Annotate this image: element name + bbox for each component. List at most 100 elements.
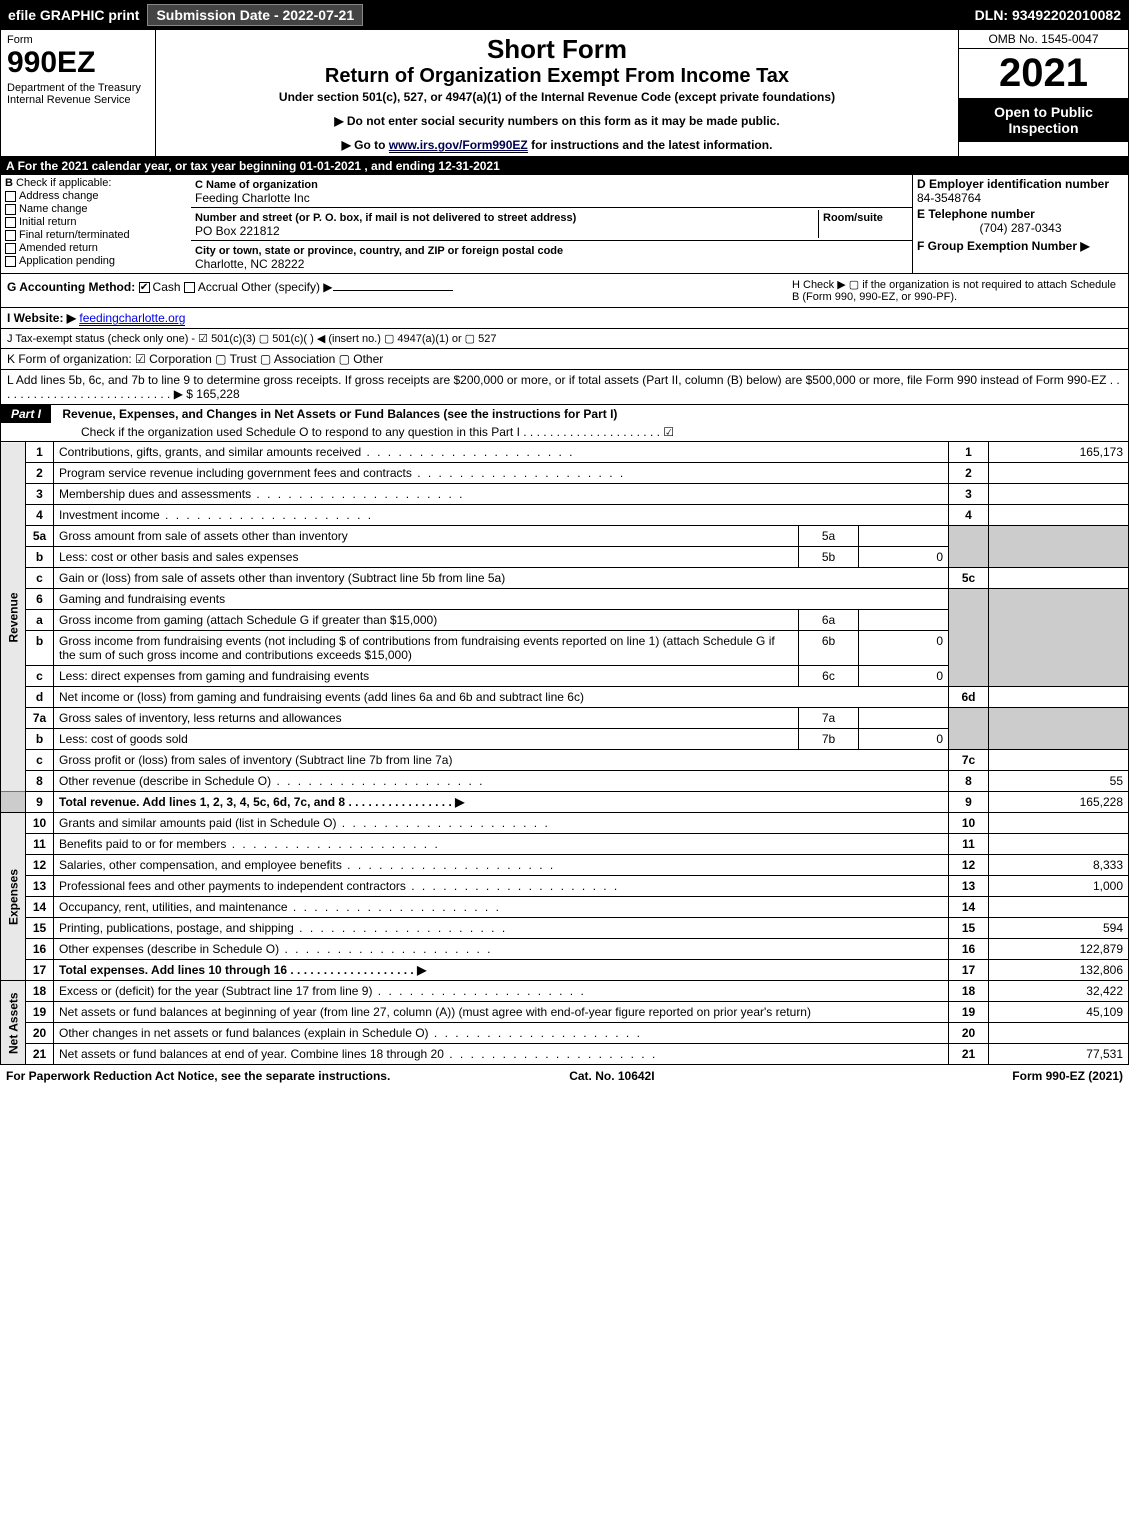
d-label: D Employer identification number (917, 177, 1124, 191)
row-g-h: G Accounting Method: Cash Accrual Other … (0, 274, 1129, 308)
irs-link[interactable]: www.irs.gov/Form990EZ (389, 138, 528, 153)
footer-right: Form 990-EZ (2021) (1012, 1069, 1123, 1083)
part-i-header: Part I Revenue, Expenses, and Changes in… (0, 405, 1129, 442)
section-d-e-f: D Employer identification number 84-3548… (913, 175, 1128, 273)
chk-final-return[interactable] (5, 230, 16, 241)
g-other: Other (specify) ▶ (241, 280, 332, 294)
section-j: J Tax-exempt status (check only one) - ☑… (0, 329, 1129, 349)
section-c: C Name of organizationFeeding Charlotte … (191, 175, 913, 273)
opt-amended: Amended return (19, 242, 98, 254)
lines-table: Revenue 1Contributions, gifts, grants, a… (0, 442, 1129, 1065)
top-bar: efile GRAPHIC print Submission Date - 20… (0, 0, 1129, 30)
opt-initial-return: Initial return (19, 216, 76, 228)
chk-address-change[interactable] (5, 191, 16, 202)
section-revenue: Revenue (1, 442, 26, 792)
e-label: E Telephone number (917, 207, 1124, 221)
line-15: Printing, publications, postage, and shi… (54, 918, 949, 939)
i-label: I Website: ▶ (7, 311, 76, 325)
website-link[interactable]: feedingcharlotte.org (79, 311, 185, 326)
line-6: Gaming and fundraising events (54, 589, 949, 610)
line-8: Other revenue (describe in Schedule O) (54, 771, 949, 792)
entity-block: B Check if applicable: Address change Na… (0, 175, 1129, 274)
part-i-sub: Check if the organization used Schedule … (1, 423, 1128, 441)
org-name: Feeding Charlotte Inc (195, 191, 310, 205)
line-7a: Gross sales of inventory, less returns a… (54, 708, 799, 729)
line-13: Professional fees and other payments to … (54, 876, 949, 897)
g-label: G Accounting Method: (7, 280, 135, 294)
line-12: Salaries, other compensation, and employ… (54, 855, 949, 876)
c-room-label: Room/suite (823, 212, 883, 224)
submission-date: Submission Date - 2022-07-21 (147, 4, 363, 26)
chk-amended[interactable] (5, 243, 16, 254)
instruction-2: ▶ Go to www.irs.gov/Form990EZ for instru… (164, 138, 950, 152)
department: Department of the Treasury Internal Reve… (7, 82, 149, 106)
line-7b: Less: cost of goods sold (54, 729, 799, 750)
b-label: Check if applicable: (16, 177, 111, 189)
dln: DLN: 93492202010082 (975, 7, 1121, 23)
opt-name-change: Name change (19, 203, 88, 215)
line-6a: Gross income from gaming (attach Schedul… (54, 610, 799, 631)
line-5c: Gain or (loss) from sale of assets other… (54, 568, 949, 589)
line-17: Total expenses. Add lines 10 through 16 … (54, 960, 949, 981)
form-label: Form (7, 34, 149, 46)
open-inspection: Open to Public Inspection (959, 98, 1128, 142)
section-b: B Check if applicable: Address change Na… (1, 175, 191, 273)
line-5b: Less: cost or other basis and sales expe… (54, 547, 799, 568)
line-10: Grants and similar amounts paid (list in… (54, 813, 949, 834)
subtitle: Under section 501(c), 527, or 4947(a)(1)… (164, 90, 950, 104)
section-a-text: For the 2021 calendar year, or tax year … (18, 159, 500, 173)
footer-cat: Cat. No. 10642I (569, 1069, 654, 1083)
line-6c: Less: direct expenses from gaming and fu… (54, 666, 799, 687)
opt-final-return: Final return/terminated (19, 229, 130, 241)
instruction-1: ▶ Do not enter social security numbers o… (164, 114, 950, 128)
tax-year: 2021 (959, 49, 1128, 98)
line-21: Net assets or fund balances at end of ye… (54, 1044, 949, 1065)
footer-left: For Paperwork Reduction Act Notice, see … (6, 1069, 390, 1083)
line-18: Excess or (deficit) for the year (Subtra… (54, 981, 949, 1002)
line-20: Other changes in net assets or fund bala… (54, 1023, 949, 1044)
line-5a: Gross amount from sale of assets other t… (54, 526, 799, 547)
line-16: Other expenses (describe in Schedule O) (54, 939, 949, 960)
line-2: Program service revenue including govern… (54, 463, 949, 484)
section-h: H Check ▶ ▢ if the organization is not r… (788, 274, 1128, 307)
section-a: A For the 2021 calendar year, or tax yea… (0, 157, 1129, 175)
title-main: Return of Organization Exempt From Incom… (164, 65, 950, 88)
omb-number: OMB No. 1545-0047 (959, 30, 1128, 49)
form-header: Form 990EZ Department of the Treasury In… (0, 30, 1129, 157)
telephone: (704) 287-0343 (917, 221, 1124, 235)
g-cash: Cash (153, 280, 181, 294)
line-6d: Net income or (loss) from gaming and fun… (54, 687, 949, 708)
header-left: Form 990EZ Department of the Treasury In… (1, 30, 156, 156)
section-k: K Form of organization: ☑ Corporation ▢ … (0, 349, 1129, 370)
inst2-pre: ▶ Go to (342, 138, 389, 152)
title-short-form: Short Form (164, 34, 950, 65)
line-19: Net assets or fund balances at beginning… (54, 1002, 949, 1023)
part-i-tag: Part I (1, 405, 51, 423)
header-center: Short Form Return of Organization Exempt… (156, 30, 958, 156)
efile-label[interactable]: efile GRAPHIC print (8, 7, 139, 23)
form-number: 990EZ (7, 46, 149, 80)
section-i: I Website: ▶ feedingcharlotte.org (0, 308, 1129, 329)
line-6b: Gross income from fundraising events (no… (54, 631, 799, 666)
section-expenses: Expenses (1, 813, 26, 981)
org-street: PO Box 221812 (195, 224, 280, 238)
inst2-post: for instructions and the latest informat… (528, 138, 773, 152)
c-city-label: City or town, state or province, country… (195, 245, 563, 257)
opt-address-change: Address change (19, 190, 99, 202)
line-11: Benefits paid to or for members (54, 834, 949, 855)
c-name-label: C Name of organization (195, 179, 318, 191)
opt-pending: Application pending (19, 255, 115, 267)
chk-name-change[interactable] (5, 204, 16, 215)
chk-initial-return[interactable] (5, 217, 16, 228)
section-net-assets: Net Assets (1, 981, 26, 1065)
f-label: F Group Exemption Number ▶ (917, 239, 1124, 253)
chk-cash[interactable] (139, 282, 150, 293)
header-right: OMB No. 1545-0047 2021 Open to Public In… (958, 30, 1128, 156)
chk-pending[interactable] (5, 256, 16, 267)
section-l: L Add lines 5b, 6c, and 7b to line 9 to … (0, 370, 1129, 405)
line-9: Total revenue. Add lines 1, 2, 3, 4, 5c,… (54, 792, 949, 813)
line-14: Occupancy, rent, utilities, and maintena… (54, 897, 949, 918)
section-g: G Accounting Method: Cash Accrual Other … (1, 274, 788, 307)
c-street-label: Number and street (or P. O. box, if mail… (195, 212, 576, 224)
chk-accrual[interactable] (184, 282, 195, 293)
